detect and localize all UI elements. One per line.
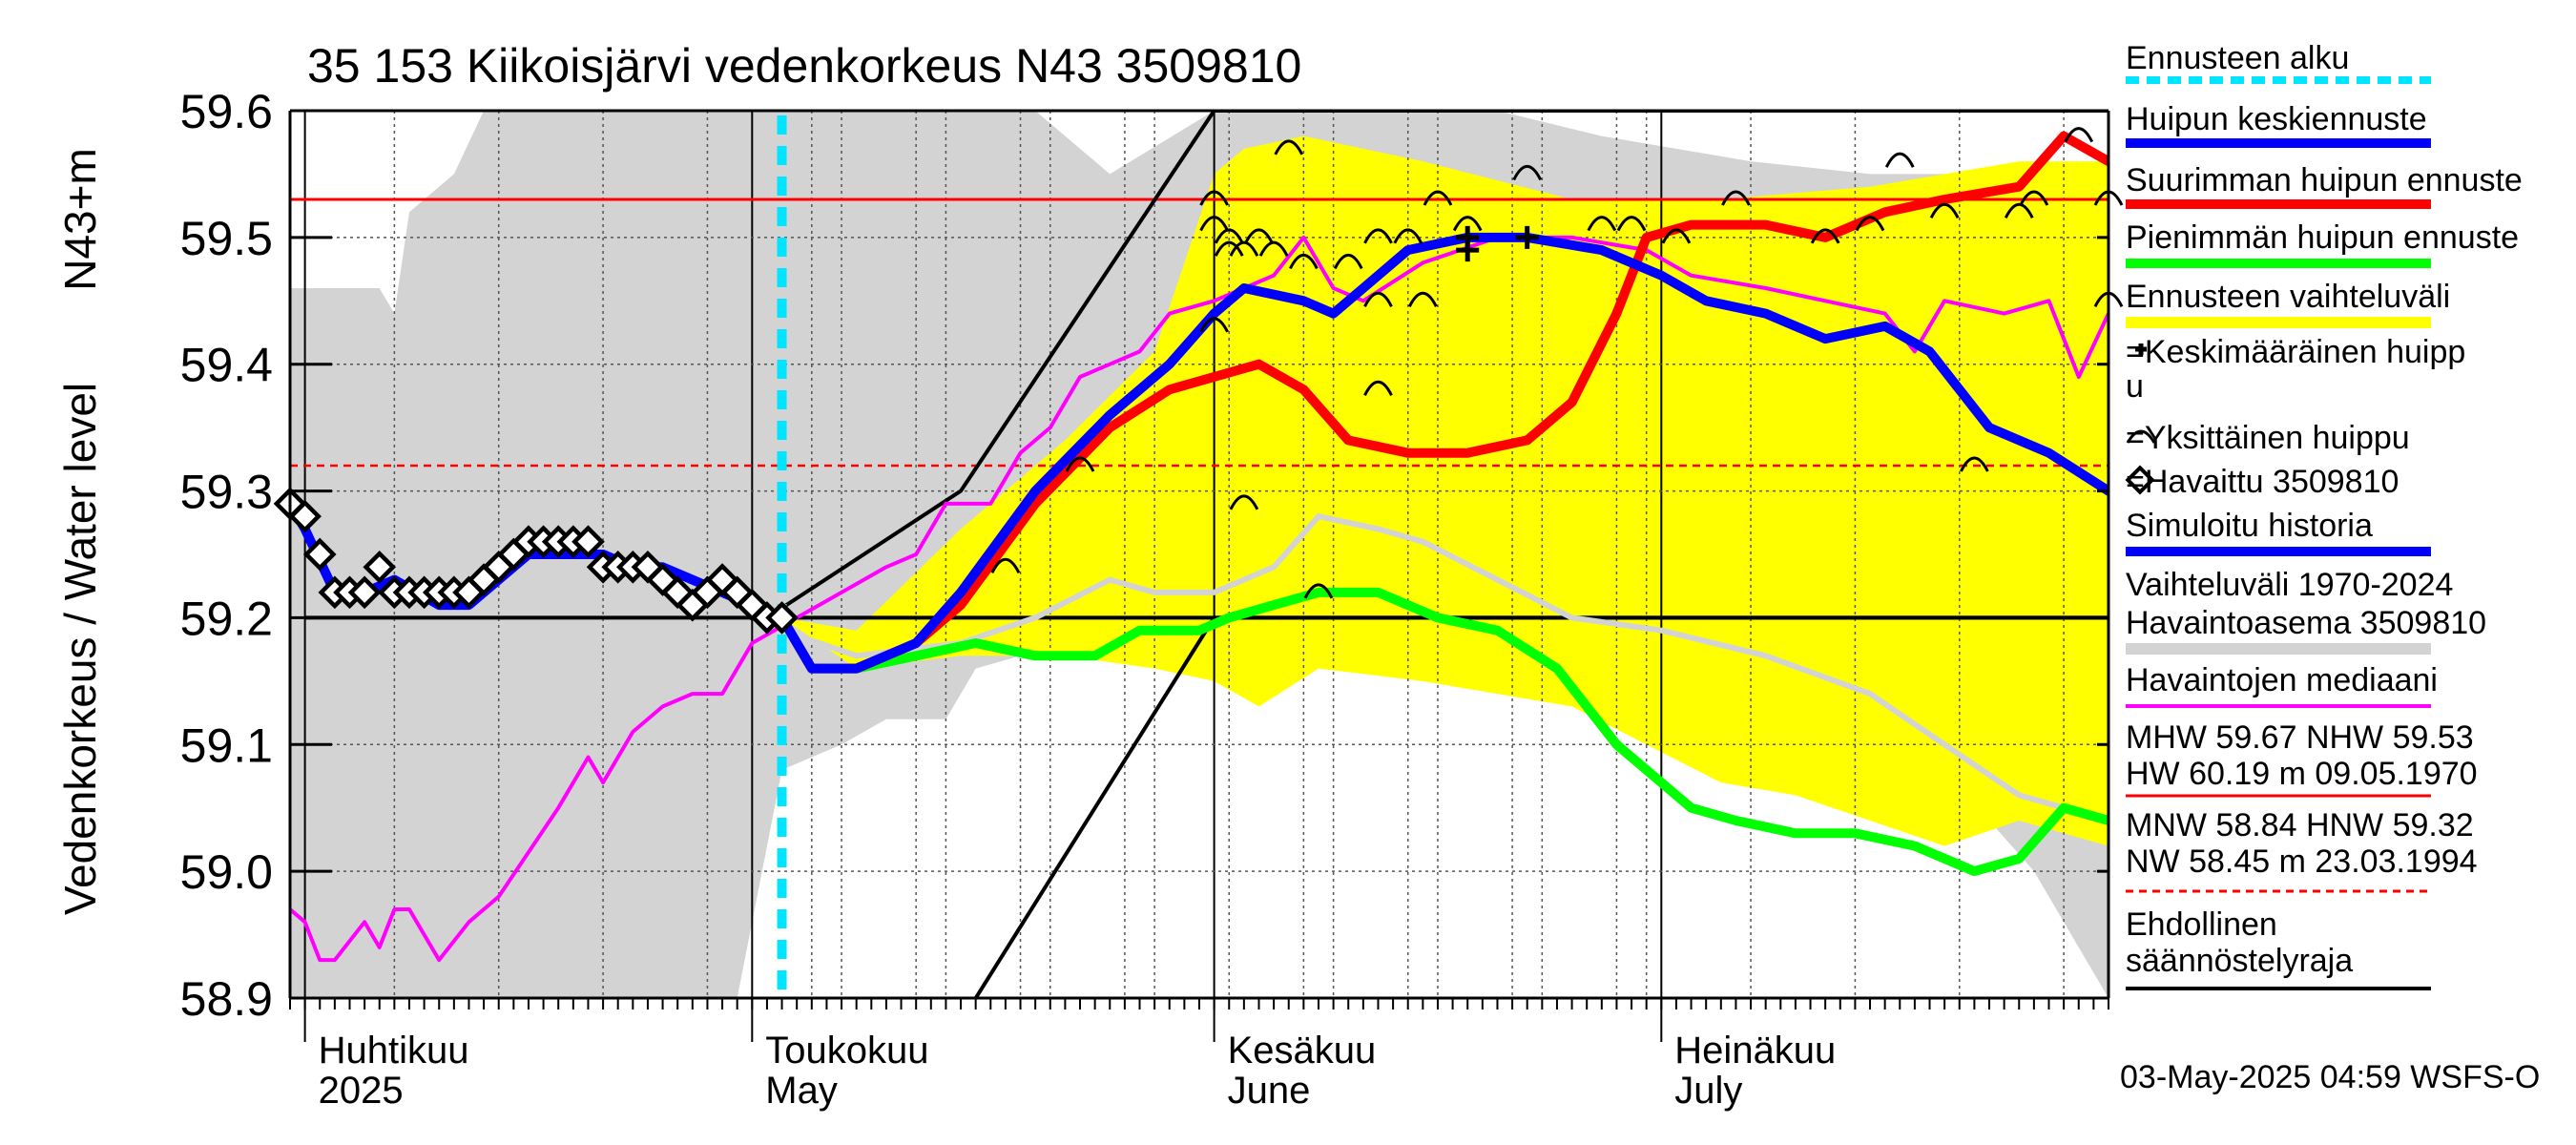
single-peak-marker: [1452, 216, 1483, 232]
y-tick-label: 59.0: [180, 845, 273, 899]
legend: Ennusteen alku Huipun keskiennuste Suurimm…: [2125, 40, 2523, 990]
legend-mean-peak-symbol: [2135, 344, 2147, 355]
y-tick-label: 59.4: [180, 339, 273, 392]
legend-forecast-start: Ennusteen alku: [2126, 40, 2349, 76]
legend-hist-range: Vaihteluväli 1970-2024: [2126, 567, 2453, 603]
legend-observed-symbol: [2125, 465, 2155, 495]
legend-simulated: Simuloitu historia: [2126, 508, 2373, 544]
markers: [273, 127, 2124, 635]
single-peak-marker: [990, 557, 1021, 573]
y-tick-label: 59.3: [180, 466, 273, 519]
timestamp-label: 03-May-2025 04:59 WSFS-O: [2120, 1059, 2540, 1095]
single-peak-marker: [2019, 190, 2049, 206]
observed-marker: [302, 537, 337, 572]
legend-min-forecast: Pienimmän huipun ennuste: [2126, 219, 2519, 256]
legend-single-peak: =Yksittäinen huippu: [2126, 420, 2410, 456]
single-peak-marker: [1274, 139, 1304, 156]
mean-peak-marker: [1515, 225, 1539, 249]
single-peak-marker: [1810, 228, 1840, 244]
mean-forecast-line: [777, 232, 2109, 674]
legend-regulation: Ehdollinen: [2126, 906, 2277, 943]
single-peak-marker: [1661, 228, 1692, 244]
single-peak-marker: [1229, 494, 1259, 510]
month-label-en: July: [1674, 1070, 1742, 1112]
single-peak-marker: [1199, 190, 1229, 206]
legend-hw: HW 60.19 m 09.05.1970: [2126, 756, 2478, 792]
legend-nw: NW 58.45 m 23.03.1994: [2126, 843, 2478, 880]
observed-marker: [347, 575, 382, 610]
legend-median: Havaintojen mediaani: [2126, 662, 2438, 698]
y-tick-label: 59.6: [180, 85, 273, 138]
legend-max-forecast: Suurimman huipun ennuste: [2126, 162, 2523, 198]
y-tick-label: 58.9: [180, 972, 273, 1026]
legend-forecast-range: Ennusteen vaihteluväli: [2126, 279, 2450, 315]
legend-mnw: MNW 58.84 HNW 59.32: [2126, 807, 2474, 843]
legend-forecast-range-swatch: [2126, 317, 2431, 328]
observed-marker: [571, 525, 605, 559]
single-peak-marker: [1393, 228, 1423, 244]
chart-title: 35 153 Kiikoisjärvi vedenkorkeus N43 350…: [307, 39, 1301, 93]
single-peak-marker: [1333, 253, 1363, 270]
month-label: Heinäkuu: [1674, 1030, 1836, 1072]
single-peak-marker: [1199, 317, 1229, 333]
legend-hist-range-swatch: [2126, 643, 2431, 655]
single-peak-marker: [1199, 216, 1229, 232]
y-tick-label: 59.1: [180, 718, 273, 772]
single-peak-marker: [1616, 216, 1647, 232]
single-peak-marker: [1512, 164, 1543, 181]
single-peak-marker: [1214, 228, 1244, 244]
single-peak-marker: [1587, 216, 1617, 232]
y-axis-label: Vedenkorkeus / Water level: [55, 383, 105, 915]
month-label-en: May: [765, 1070, 838, 1112]
single-peak-marker: [1960, 456, 1989, 472]
legend-regulation-cont: säännöstelyraja: [2126, 943, 2353, 979]
single-peak-marker: [1855, 216, 1885, 232]
y-axis-unit: N43+m: [55, 148, 105, 291]
month-label: Huhtikuu: [319, 1030, 469, 1072]
single-peak-marker: [1303, 583, 1334, 599]
single-peak-marker: [1244, 228, 1274, 244]
month-label-en: 2025: [319, 1070, 404, 1112]
historical-median-line: [779, 513, 2109, 823]
single-peak-marker: [1929, 202, 1960, 219]
single-peak-marker: [2004, 202, 2034, 219]
mean-peak-marker: [1456, 239, 1480, 262]
single-peak-marker: [1363, 380, 1393, 396]
single-peak-marker: [2064, 127, 2094, 143]
observed-marker: [363, 550, 397, 584]
legend-mean-forecast: Huipun keskiennuste: [2126, 101, 2427, 137]
month-label: Toukokuu: [765, 1030, 928, 1072]
axes: 58.9 59.0 59.1 59.2 59.3 59.4 59.5 59.6 Huhtikuu…: [180, 85, 2110, 1112]
min-forecast-line: [777, 587, 2109, 877]
month-label: Kesäkuu: [1228, 1030, 1377, 1072]
single-peak-marker: [1884, 152, 1915, 168]
median-line: [290, 235, 2109, 963]
single-peak-marker: [1229, 240, 1259, 257]
legend-mean-peak-cont: u: [2126, 368, 2144, 405]
legend-hist-range-cont: Havaintoasema 3509810: [2126, 605, 2486, 641]
single-peak-marker: [1363, 228, 1393, 244]
single-peak-marker: [1407, 291, 1438, 307]
legend-mhw: MHW 59.67 NHW 59.53: [2126, 719, 2474, 756]
single-peak-marker: [1214, 240, 1244, 257]
single-peak-marker: [1258, 240, 1289, 257]
single-peak-marker: [1363, 291, 1393, 307]
envelope-lower-line: [974, 615, 2109, 998]
single-peak-marker: [1289, 253, 1319, 270]
single-peak-marker: [1423, 190, 1453, 206]
max-forecast-line: [777, 131, 2109, 674]
observed-marker: [288, 499, 322, 533]
single-peak-marker: [1721, 190, 1751, 206]
single-peak-marker: [1065, 456, 1095, 472]
month-label-en: June: [1228, 1070, 1311, 1112]
y-tick-label: 59.2: [180, 592, 273, 645]
y-tick-label: 59.5: [180, 212, 273, 265]
observed-marker: [765, 601, 799, 635]
envelope-upper-line: [765, 111, 2109, 620]
legend-single-peak-symbol: [2126, 429, 2156, 444]
legend-observed: =Havaittu 3509810: [2126, 464, 2399, 500]
legend-mean-peak: =Keskimääräinen huipp: [2126, 334, 2465, 370]
